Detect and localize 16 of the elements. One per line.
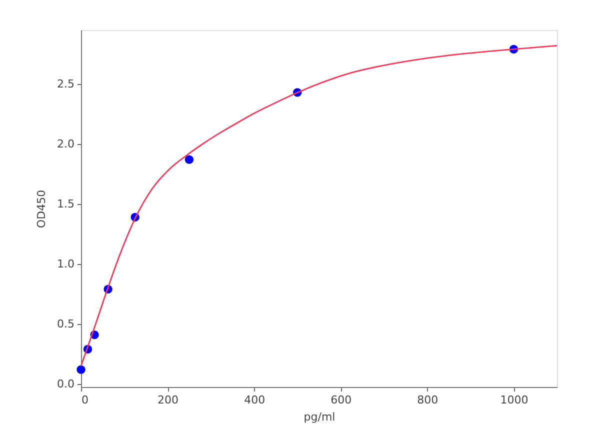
y-tick-label: 2.0 (57, 138, 74, 150)
y-axis-title: OD450 (35, 190, 48, 228)
x-axis-title: pg/ml (304, 410, 336, 424)
y-tick-label: 1.0 (57, 258, 74, 270)
x-tick-label: 600 (330, 394, 352, 406)
point (76, 365, 86, 374)
point (184, 155, 194, 164)
x-tick-label: 800 (417, 394, 438, 406)
y-tick-label: 2.5 (57, 78, 74, 90)
y-tick-label: 0.0 (57, 378, 74, 390)
x-tick-label: 0 (82, 394, 88, 406)
x-tick-label: 400 (244, 394, 266, 406)
y-tick-label: 0.5 (57, 318, 74, 330)
x-tick-label: 200 (158, 394, 179, 406)
y-tick-label: 1.5 (57, 198, 74, 210)
x-tick-label: 1000 (500, 394, 528, 406)
